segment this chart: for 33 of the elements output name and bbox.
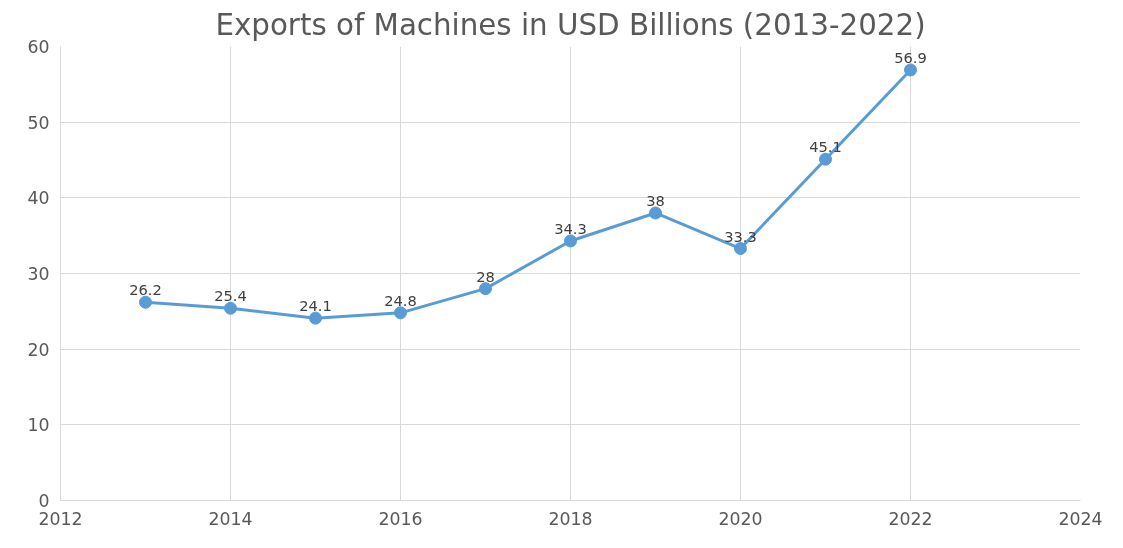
- x-tick-label: 2014: [208, 508, 253, 529]
- point: [564, 234, 577, 248]
- y-tick-label: 10: [27, 415, 50, 436]
- point: [224, 301, 237, 315]
- point: [139, 295, 152, 309]
- point: [734, 242, 747, 256]
- data-label: 28: [476, 267, 495, 285]
- y-tick-label: 0: [38, 491, 50, 511]
- y-tick-label: 30: [27, 264, 50, 284]
- point: [904, 63, 917, 77]
- x-tick-label: 2024: [1058, 508, 1103, 529]
- y-tick-label: 50: [27, 112, 50, 133]
- x-tick-label: 2022: [888, 508, 933, 529]
- data-label: 38: [646, 191, 665, 209]
- data-label: 25.4: [214, 287, 247, 305]
- point: [649, 206, 662, 220]
- data-label: 24.1: [299, 297, 332, 315]
- data-label: 26.2: [129, 281, 162, 299]
- data-label: 56.9: [894, 48, 927, 66]
- point: [479, 282, 492, 296]
- chart-title: Exports of Machines in USD Billions (2013-2022): [215, 7, 926, 42]
- y-tick-label: 20: [27, 339, 50, 360]
- x-tick-label: 2018: [548, 508, 593, 529]
- data-label: 24.8: [384, 291, 417, 309]
- point: [819, 152, 832, 166]
- y-tick-label: 40: [27, 188, 50, 209]
- x-tick-label: 2012: [38, 508, 83, 529]
- point: [309, 311, 322, 325]
- x-tick-label: 2020: [718, 508, 763, 529]
- x-tick-label: 2016: [378, 508, 423, 529]
- point: [394, 306, 407, 320]
- y-tick-label: 60: [27, 37, 50, 57]
- data-label: 34.3: [554, 219, 587, 237]
